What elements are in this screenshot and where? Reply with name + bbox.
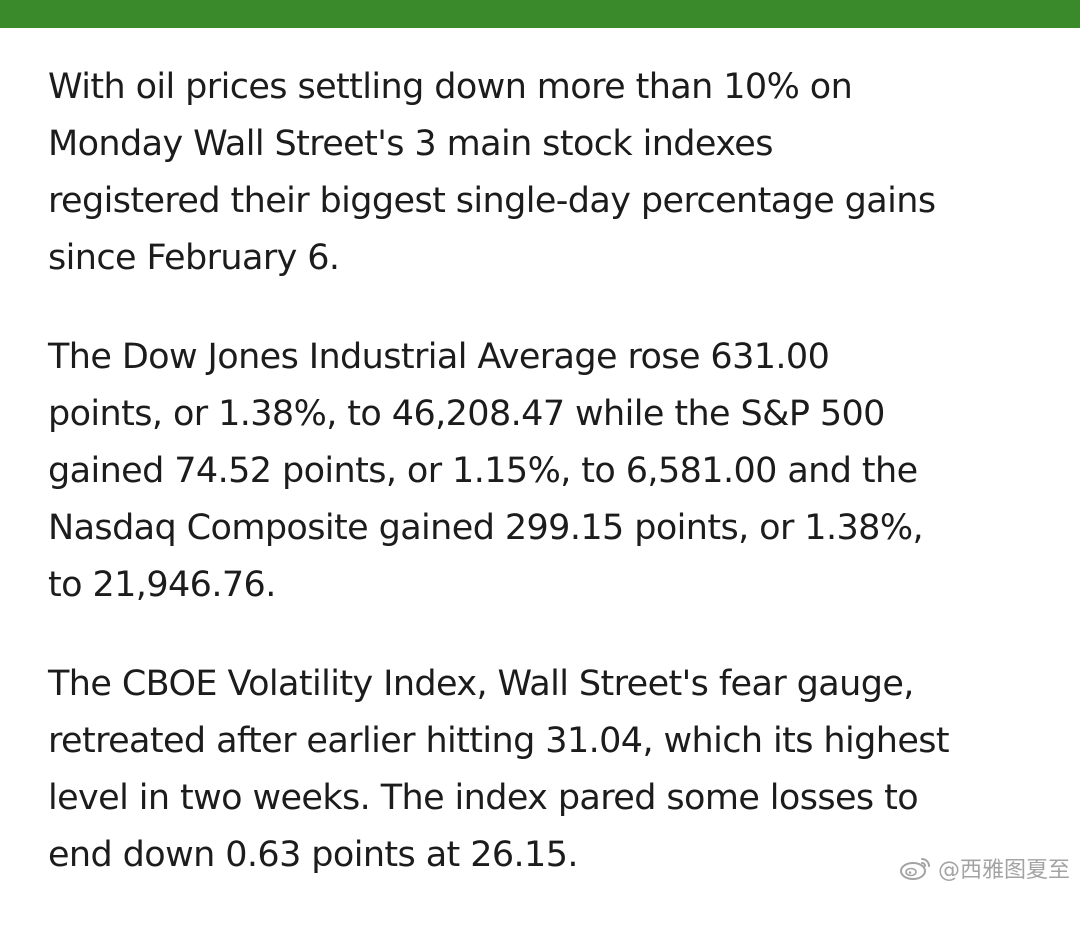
paragraph-oil-prices: With oil prices settling down more than … bbox=[48, 67, 936, 278]
watermark: @西雅图夏至 bbox=[898, 852, 1070, 884]
watermark-text: @西雅图夏至 bbox=[937, 858, 1070, 883]
article-body: With oil prices settling down more than … bbox=[48, 59, 1058, 926]
top-accent-bar bbox=[0, 0, 1080, 28]
weibo-icon bbox=[899, 858, 930, 880]
paragraph-index-gains: The Dow Jones Industrial Average rose 63… bbox=[48, 337, 924, 605]
paragraph-volatility-index: The CBOE Volatility Index, Wall Street's… bbox=[48, 664, 950, 875]
